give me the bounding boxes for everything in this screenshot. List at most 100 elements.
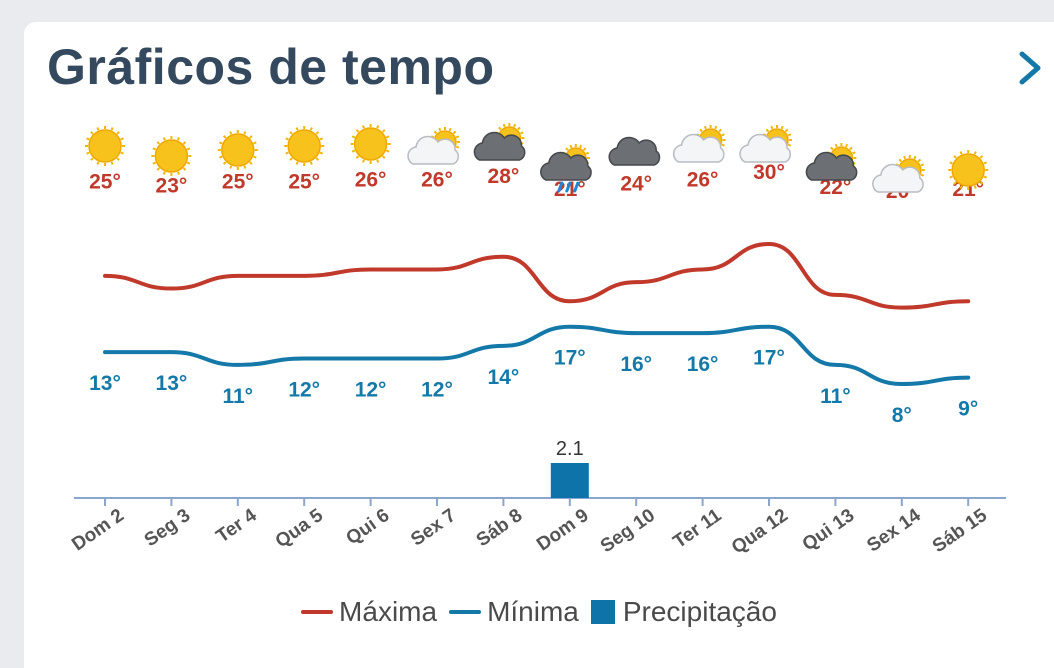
- sun-ray: [315, 157, 320, 161]
- min-temp-label: 8°: [892, 404, 912, 427]
- dark-cloud-shape: [540, 151, 592, 181]
- x-tick-label: Qui 13: [799, 505, 859, 556]
- sun-ray: [898, 158, 903, 163]
- sun-ray: [116, 157, 120, 161]
- sun-ray: [253, 155, 257, 159]
- rain-drop: [565, 181, 572, 193]
- min-temp-label: 11°: [820, 385, 851, 408]
- sun-ray: [385, 135, 390, 139]
- sun-ray: [162, 171, 166, 175]
- sun-ray: [182, 167, 187, 171]
- x-tick-label: Qui 6: [343, 505, 394, 549]
- sun-disc: [221, 133, 255, 167]
- sun-ray: [319, 151, 324, 155]
- sun-disc: [154, 139, 189, 173]
- legend-box-precip: [590, 600, 615, 624]
- sun-ray: [162, 137, 166, 141]
- sun-ray: [152, 147, 157, 151]
- sun-ray: [362, 159, 366, 163]
- sun-ray: [517, 126, 521, 131]
- sun-ray: [86, 137, 90, 141]
- x-tick-label: Qua 12: [728, 505, 792, 559]
- sun-ray: [96, 127, 100, 131]
- sun-ray: [285, 137, 289, 141]
- max-temp-label: 30°: [753, 161, 785, 184]
- sun-ray: [90, 131, 94, 135]
- sun-ray: [765, 128, 770, 133]
- cloud-dark-icon: [608, 136, 661, 166]
- sun-ray: [289, 157, 293, 161]
- sun-ray: [718, 128, 722, 133]
- sun-ray: [565, 147, 569, 151]
- sun-ray: [182, 141, 187, 145]
- x-tick-label: Seg 3: [141, 505, 195, 551]
- legend-item-max: Máxima: [301, 596, 437, 628]
- sun-ray: [289, 131, 293, 135]
- sun-disc: [88, 129, 122, 163]
- sun-disc: [353, 127, 388, 161]
- sun-ray: [376, 125, 380, 129]
- sun-ray: [920, 163, 925, 167]
- sun-ray: [229, 131, 233, 135]
- sun-ray: [186, 161, 191, 165]
- cloud-shape: [872, 163, 924, 193]
- sun-ray: [222, 135, 227, 139]
- sun-ray: [249, 161, 253, 165]
- sun-ray: [959, 185, 963, 189]
- sun-ray: [784, 128, 789, 133]
- sun-ray: [721, 143, 725, 147]
- sun-ray: [96, 161, 100, 165]
- sun-ray: [787, 143, 792, 147]
- weather-charts-card: Gráficos de tempo 2.1 Dom 2 Seg 3 Ter 4 Qua …: [24, 22, 1054, 668]
- sun-ray: [351, 135, 356, 139]
- sun-ray: [498, 126, 502, 131]
- sun-ray: [770, 125, 774, 130]
- legend-line-min: [449, 610, 482, 614]
- max-temp-label: 26°: [421, 169, 453, 192]
- legend-line-max: [301, 610, 334, 614]
- sun-cloud-dark-icon: [805, 143, 858, 181]
- sun-ray: [319, 137, 324, 141]
- sun-ray: [156, 141, 161, 145]
- chevron-right-icon[interactable]: [1010, 46, 1050, 90]
- sun-ray: [513, 123, 517, 128]
- sun-ray: [116, 131, 120, 135]
- sun-icon: [284, 126, 325, 166]
- max-temp-label: 28°: [488, 165, 520, 188]
- sun-icon: [85, 126, 125, 166]
- x-tick-label: Sáb 8: [473, 505, 527, 551]
- sun-ray: [438, 127, 442, 132]
- sun-ray: [295, 127, 299, 131]
- sun-ray: [455, 135, 460, 139]
- sun-ray: [186, 147, 191, 151]
- dark-cloud-shape: [608, 136, 661, 166]
- sun-ray: [983, 175, 988, 179]
- sun-ray: [452, 130, 457, 135]
- legend-label-precip: Precipitação: [622, 596, 777, 627]
- sun-ray: [983, 161, 988, 165]
- legend-item-precip: Precipitação: [590, 596, 777, 628]
- dark-cloud-shape: [473, 131, 526, 161]
- sun-ray: [585, 151, 590, 155]
- legend-label-max: Máxima: [339, 596, 438, 627]
- max-temp-label: 26°: [355, 169, 387, 192]
- precip-bar: [550, 463, 589, 498]
- sun-ray: [920, 173, 925, 177]
- min-temp-label: 9°: [958, 398, 978, 421]
- sun-ray: [315, 131, 320, 135]
- sun-ray: [152, 161, 157, 165]
- x-tick-label: Sex 7: [407, 505, 460, 551]
- sun-ray: [110, 161, 114, 165]
- sun-ray: [903, 155, 907, 160]
- max-temp-label: 25°: [288, 171, 320, 194]
- sun-cloud-icon: [739, 125, 792, 163]
- page-title: Gráficos de tempo: [47, 39, 495, 95]
- sun-ray: [721, 133, 725, 137]
- sun-ray: [520, 131, 524, 135]
- sun-ray: [780, 125, 784, 130]
- sun-ray: [355, 155, 360, 159]
- sun-icon: [217, 130, 258, 170]
- x-tick-label: Ter 4: [213, 505, 261, 548]
- sun-ray: [579, 144, 583, 149]
- min-temp-label: 12°: [355, 379, 387, 402]
